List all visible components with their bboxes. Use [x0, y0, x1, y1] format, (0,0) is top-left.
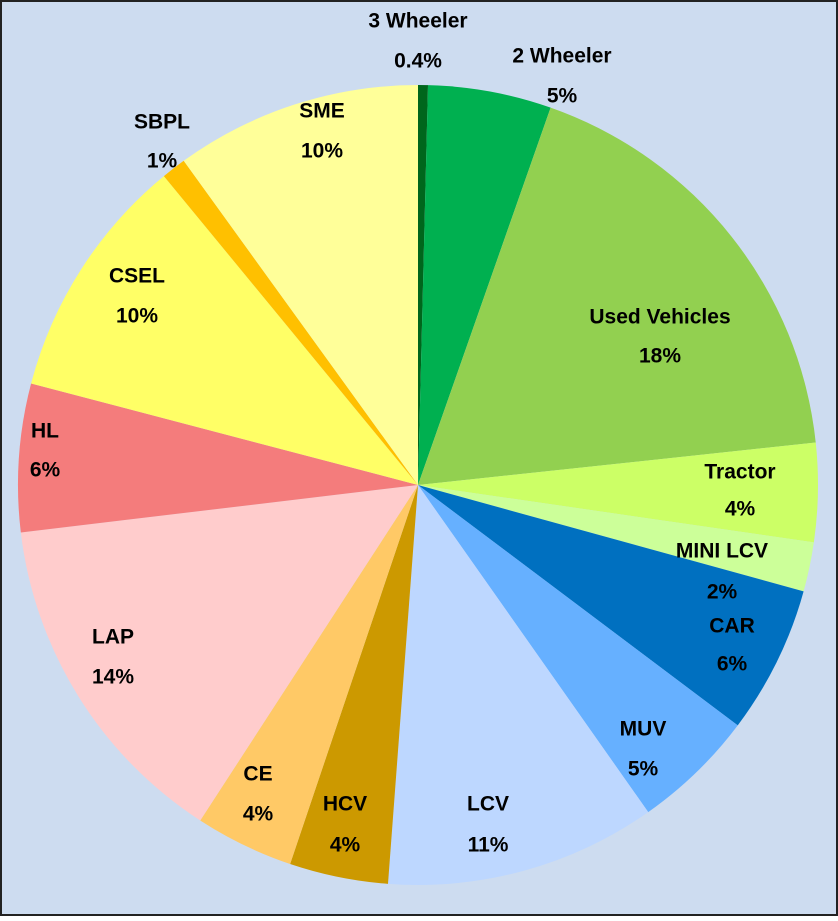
value-label: 4%: [725, 498, 756, 521]
slice-label: SBPL: [134, 111, 190, 134]
slice-label: CAR: [709, 615, 755, 638]
value-label: 10%: [116, 305, 158, 328]
slice-label: LCV: [467, 793, 509, 816]
slice-label: 2 Wheeler: [512, 45, 611, 68]
value-label: 4%: [330, 834, 361, 857]
slice-label: LAP: [92, 626, 134, 649]
value-label: 6%: [30, 459, 61, 482]
value-label: 6%: [717, 653, 748, 676]
slice: [31, 176, 418, 485]
slice: [200, 485, 418, 865]
value-label: 10%: [301, 140, 343, 163]
value-label: 2%: [707, 581, 738, 604]
slice-label: CSEL: [109, 265, 165, 288]
slice-label: MUV: [620, 718, 667, 741]
slice-label: 3 Wheeler: [368, 10, 467, 33]
slice: [20, 485, 419, 821]
slice: [418, 85, 551, 486]
slice: [17, 383, 418, 533]
slice: [418, 85, 429, 485]
slice: [418, 485, 814, 592]
slice: [418, 107, 816, 485]
value-label: 4%: [243, 803, 274, 826]
slice-label: SME: [299, 100, 345, 123]
slice: [163, 160, 418, 485]
value-label: 1%: [147, 150, 178, 173]
value-label: 11%: [468, 834, 509, 857]
labels: 3 Wheeler 0.4% 2 Wheeler 5% Used Vehicles 18%…: [30, 10, 776, 857]
slice-label: CE: [243, 763, 272, 786]
slice-label: MINI LCV: [676, 540, 768, 563]
slice: [290, 485, 418, 884]
slice: [387, 485, 649, 885]
value-label: 14%: [92, 666, 134, 689]
slice: [418, 485, 738, 813]
slice-label: HCV: [323, 793, 367, 816]
slice-label: HL: [31, 420, 59, 443]
pie: [17, 85, 818, 885]
slice-label: Used Vehicles: [589, 306, 730, 329]
slice-label: Tractor: [704, 461, 775, 484]
value-label: 5%: [547, 85, 578, 108]
slice: [418, 442, 818, 543]
value-label: 0.4%: [394, 50, 442, 73]
slice: [418, 485, 804, 726]
value-label: 18%: [639, 345, 681, 368]
slice: [183, 85, 418, 485]
value-label: 5%: [628, 758, 659, 781]
